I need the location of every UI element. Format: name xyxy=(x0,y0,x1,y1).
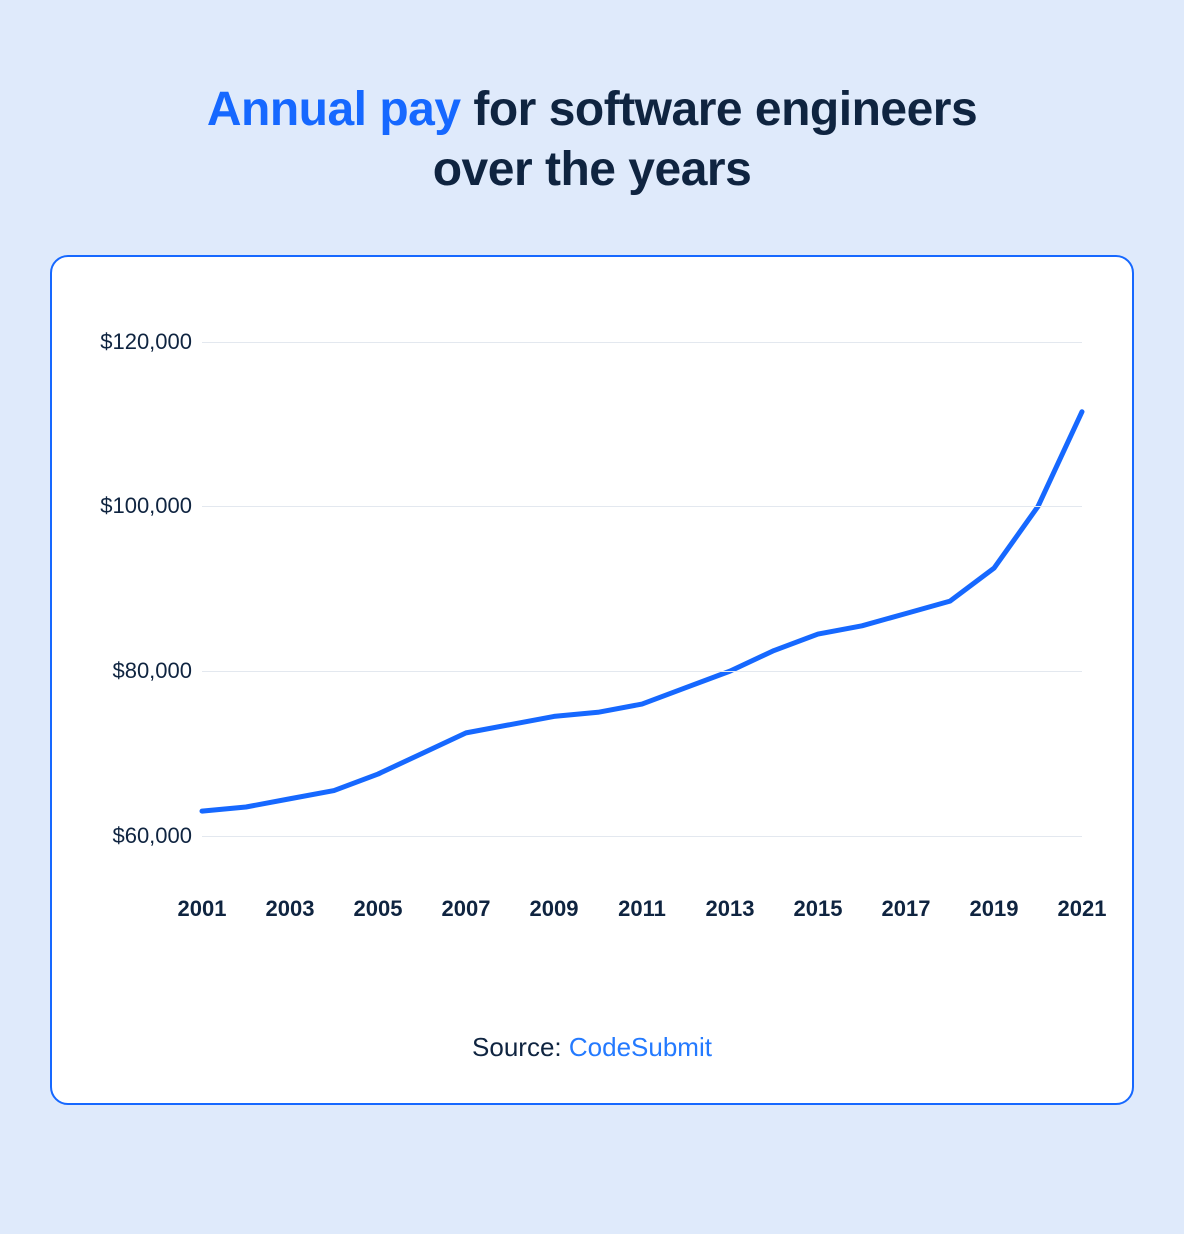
chart-area: $60,000 $80,000 $100,000 $120,000 2001 2003 20… xyxy=(82,297,1102,937)
chart-card: $60,000 $80,000 $100,000 $120,000 2001 2003 20… xyxy=(50,255,1134,1105)
source-link[interactable]: CodeSubmit xyxy=(569,1032,712,1062)
source-label: Source: xyxy=(472,1032,569,1062)
gridline xyxy=(202,506,1082,507)
gridline xyxy=(202,342,1082,343)
title-highlight: Annual pay xyxy=(207,83,461,136)
x-axis-label: 2021 xyxy=(1058,896,1107,922)
chart-title: Annual pay for software engineers over t… xyxy=(50,80,1134,200)
chart-source: Source: CodeSubmit xyxy=(82,1032,1102,1063)
x-axis-label: 2009 xyxy=(530,896,579,922)
x-axis-label: 2017 xyxy=(882,896,931,922)
x-axis-label: 2019 xyxy=(970,896,1019,922)
x-axis-label: 2011 xyxy=(618,896,666,922)
y-axis-label: $120,000 xyxy=(92,329,192,355)
gridline xyxy=(202,671,1082,672)
x-axis-label: 2013 xyxy=(706,896,755,922)
x-axis-label: 2005 xyxy=(354,896,403,922)
title-rest-2: over the years xyxy=(433,143,752,196)
x-axis-label: 2015 xyxy=(794,896,843,922)
y-axis-label: $60,000 xyxy=(92,823,192,849)
plot-area: $60,000$80,000$100,000$120,0002001200320… xyxy=(202,317,1082,877)
x-axis-label: 2007 xyxy=(442,896,491,922)
x-axis-label: 2001 xyxy=(178,896,227,922)
y-axis-label: $80,000 xyxy=(92,658,192,684)
gridline xyxy=(202,836,1082,837)
line-series xyxy=(202,317,1082,877)
salary-line xyxy=(202,412,1082,811)
x-axis-label: 2003 xyxy=(266,896,315,922)
title-rest-1: for software engineers xyxy=(461,83,978,136)
y-axis-label: $100,000 xyxy=(92,493,192,519)
